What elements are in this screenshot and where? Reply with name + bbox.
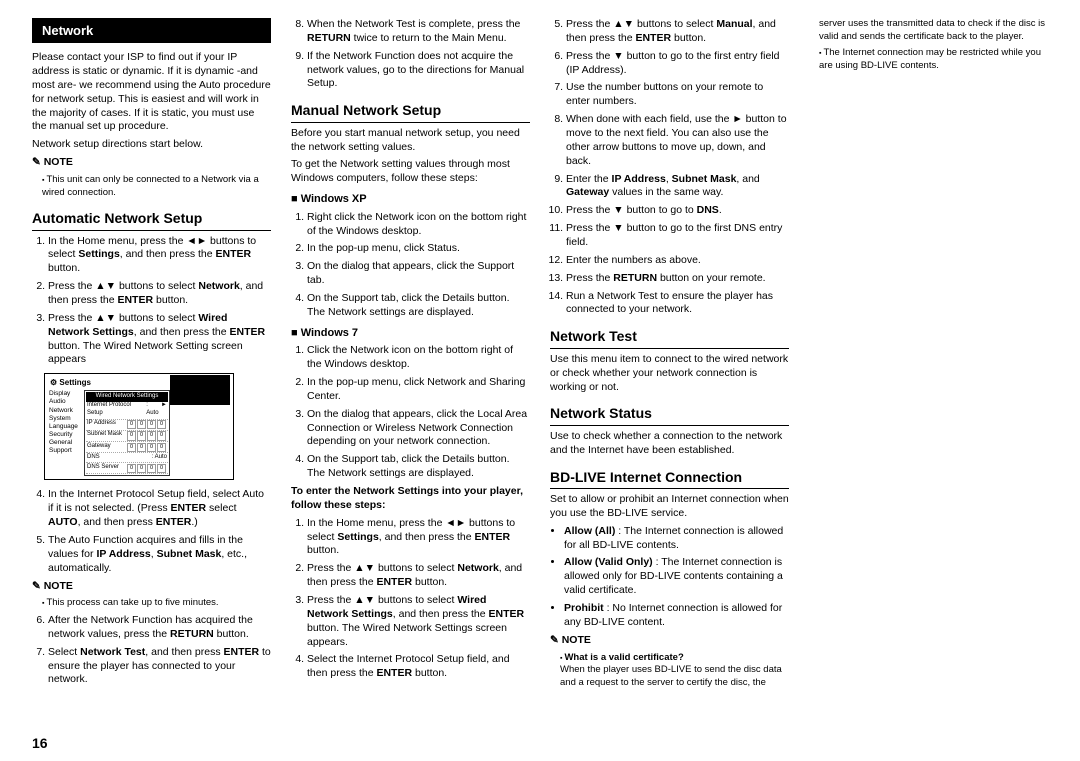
list-item: On the Support tab, click the Details bu… — [307, 292, 530, 320]
winxp-list: Right click the Network icon on the bott… — [291, 211, 530, 320]
list-item: In the pop-up menu, click Status. — [307, 242, 530, 256]
settings-panel: Wired Network Settings Internet Protocol… — [84, 390, 170, 477]
heading-automatic-setup: Automatic Network Setup — [32, 209, 271, 230]
list-item: Prohibit : No Internet connection is all… — [564, 602, 789, 630]
list-item: Press the ▲▼ buttons to select Network, … — [48, 280, 271, 308]
list-item: Press the ▲▼ buttons to select Wired Net… — [48, 312, 271, 367]
subhead-win7: ■ Windows 7 — [291, 326, 530, 341]
list-item: Press the ▲▼ buttons to select Manual, a… — [566, 18, 789, 46]
auto-setup-list-cont: In the Internet Protocol Setup field, se… — [32, 488, 271, 575]
section-tab-network: Network — [32, 18, 271, 43]
manual-paragraph: Before you start manual network setup, y… — [291, 127, 530, 155]
list-item: In the Internet Protocol Setup field, se… — [48, 488, 271, 530]
settings-sidebar: DisplayAudio NetworkSystem LanguageSecur… — [48, 390, 84, 477]
auto-setup-list: In the Home menu, press the ◄► buttons t… — [32, 235, 271, 368]
note-text: This process can take up to five minutes… — [42, 597, 271, 610]
list-item: Allow (Valid Only) : The Internet connec… — [564, 556, 789, 598]
list-item: In the Home menu, press the ◄► buttons t… — [48, 235, 271, 277]
list-item: On the dialog that appears, click the Lo… — [307, 408, 530, 450]
preview-blackbox — [170, 375, 230, 405]
list-item: Use the number buttons on your remote to… — [566, 81, 789, 109]
list-item: Press the RETURN button on your remote. — [566, 272, 789, 286]
column-layout: Network Please contact your ISP to find … — [32, 18, 1048, 708]
list-item: Press the ▼ button to go to the first DN… — [566, 222, 789, 250]
list-item: Run a Network Test to ensure the player … — [566, 290, 789, 318]
subhead-winxp: ■ Windows XP — [291, 192, 530, 207]
note-heading: NOTE — [32, 156, 271, 170]
list-item: Select Network Test, and then press ENTE… — [48, 646, 271, 688]
list-item: Enter the numbers as above. — [566, 254, 789, 268]
manual-paragraph-2: To get the Network setting values throug… — [291, 158, 530, 186]
list-item: Right click the Network icon on the bott… — [307, 211, 530, 239]
win7-list: Click the Network icon on the bottom rig… — [291, 344, 530, 481]
list-item: On the Support tab, click the Details bu… — [307, 453, 530, 481]
note-body: This process can take up to five minutes… — [32, 597, 271, 610]
intro-paragraph: Please contact your ISP to find out if y… — [32, 51, 271, 134]
list-item: On the dialog that appears, click the Su… — [307, 260, 530, 288]
enter-steps-head: To enter the Network Settings into your … — [291, 485, 530, 513]
list-item: Allow (All) : The Internet connection is… — [564, 525, 789, 553]
list-item: When done with each field, use the ► but… — [566, 113, 789, 168]
heading-network-status: Network Status — [550, 404, 789, 425]
list-item: The Auto Function acquires and fills in … — [48, 534, 271, 576]
heading-manual-setup: Manual Network Setup — [291, 101, 530, 122]
note-heading: NOTE — [32, 580, 271, 594]
intro-paragraph-2: Network setup directions start below. — [32, 138, 271, 152]
network-test-paragraph: Use this menu item to connect to the wir… — [550, 353, 789, 395]
note-item: The Internet connection may be restricte… — [819, 47, 1048, 72]
note-body: This unit can only be connected to a Net… — [32, 174, 271, 199]
list-item: In the Home menu, press the ◄► buttons t… — [307, 517, 530, 559]
list-item: After the Network Function has acquired … — [48, 614, 271, 642]
bdlive-options-list: Allow (All) : The Internet connection is… — [550, 525, 789, 630]
manual-page: Network Please contact your ISP to find … — [0, 0, 1080, 761]
page-number: 16 — [32, 735, 48, 751]
list-item: Click the Network icon on the bottom rig… — [307, 344, 530, 372]
network-status-paragraph: Use to check whether a connection to the… — [550, 430, 789, 458]
bdlive-paragraph: Set to allow or prohibit an Internet con… — [550, 493, 789, 521]
heading-network-test: Network Test — [550, 327, 789, 348]
note-text: This unit can only be connected to a Net… — [42, 174, 271, 199]
list-item: If the Network Function does not acquire… — [307, 50, 530, 92]
list-item: When the Network Test is complete, press… — [307, 18, 530, 46]
list-item: Select the Internet Protocol Setup field… — [307, 653, 530, 681]
list-item: Press the ▲▼ buttons to select Network, … — [307, 562, 530, 590]
list-item: Press the ▼ button to go to the first en… — [566, 50, 789, 78]
heading-bdlive: BD-LIVE Internet Connection — [550, 468, 789, 489]
list-item: Press the ▲▼ buttons to select Wired Net… — [307, 594, 530, 649]
list-item: Press the ▼ button to go to DNS. — [566, 204, 789, 218]
list-item: In the pop-up menu, click Network and Sh… — [307, 376, 530, 404]
note-heading: NOTE — [550, 634, 789, 648]
list-item: Enter the IP Address, Subnet Mask, and G… — [566, 173, 789, 201]
settings-screenshot: Settings DisplayAudio NetworkSystem Lang… — [44, 373, 234, 480]
